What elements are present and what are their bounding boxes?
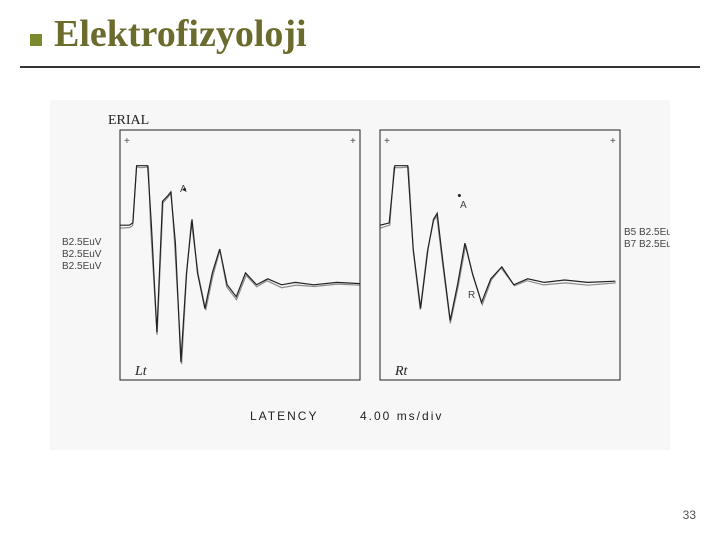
right-trace-dup bbox=[380, 167, 616, 323]
left-panel-name: Lt bbox=[134, 364, 148, 379]
right-plus-right: + bbox=[610, 136, 616, 147]
right-scale-0: B5 B2.5EuV bbox=[624, 227, 670, 238]
left-scale-0: B2.5EuV bbox=[62, 237, 102, 248]
right-marker-a: A bbox=[460, 200, 467, 211]
right-plus: + bbox=[384, 136, 390, 147]
left-top-label: ERIAL bbox=[108, 113, 149, 128]
right-scale-1: B7 B2.5EuV bbox=[624, 239, 670, 250]
right-trace bbox=[380, 166, 615, 321]
left-trace bbox=[120, 166, 360, 362]
right-panel: + + B5 B2.5EuV B7 B2.5EuV A R Rt bbox=[380, 130, 670, 380]
left-panel: ERIAL + + B2.5EuV B2.5EuV B2.5EuV A Lt bbox=[62, 113, 360, 380]
left-plus-right: + bbox=[350, 136, 356, 147]
left-scale-2: B2.5EuV bbox=[62, 261, 102, 272]
left-trace-dup bbox=[120, 167, 360, 364]
x-axis-unit: 4.00 ms/div bbox=[360, 409, 443, 423]
chart-svg: ERIAL + + B2.5EuV B2.5EuV B2.5EuV A Lt bbox=[50, 100, 670, 450]
title-bullet-icon bbox=[30, 34, 42, 46]
x-axis-label: LATENCY bbox=[250, 409, 318, 423]
slide-title: Elektrofizyoloji bbox=[54, 12, 307, 56]
slide: Elektrofizyoloji ERIAL + + B2.5EuV B2.5E… bbox=[0, 0, 720, 540]
left-scale-1: B2.5EuV bbox=[62, 249, 102, 260]
page-number: 33 bbox=[683, 508, 696, 522]
right-panel-frame bbox=[380, 130, 620, 380]
title-block: Elektrofizyoloji bbox=[30, 12, 307, 56]
left-dot bbox=[183, 188, 186, 191]
left-panel-frame bbox=[120, 130, 360, 380]
right-marker-r: R bbox=[468, 290, 475, 301]
right-dot bbox=[458, 194, 461, 197]
right-panel-name: Rt bbox=[394, 364, 409, 379]
title-underline bbox=[20, 66, 700, 68]
electrophysiology-chart: ERIAL + + B2.5EuV B2.5EuV B2.5EuV A Lt bbox=[50, 100, 670, 450]
left-plus: + bbox=[124, 136, 130, 147]
